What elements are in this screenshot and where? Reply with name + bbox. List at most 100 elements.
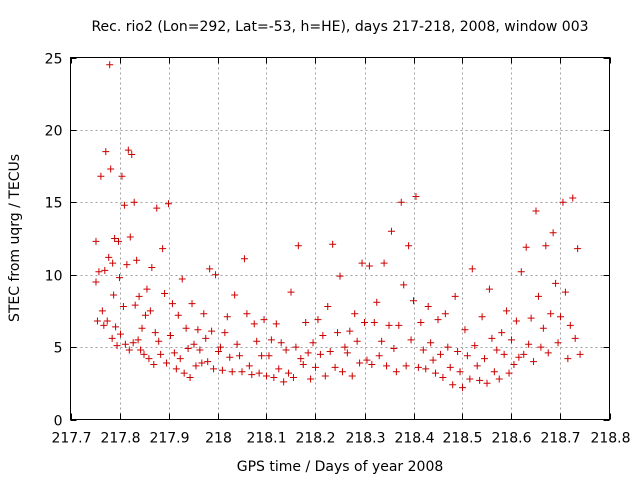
data-point: [93, 317, 101, 325]
data-point: [294, 242, 302, 250]
data-point: [148, 263, 156, 271]
data-point: [95, 268, 103, 276]
data-point: [392, 368, 400, 376]
data-point: [184, 345, 192, 353]
data-point: [410, 297, 417, 305]
data-point: [130, 198, 138, 206]
x-tick-label: 218.3: [345, 431, 385, 447]
data-point: [119, 303, 127, 311]
data-point: [302, 318, 310, 326]
x-tick-label: 218: [205, 431, 232, 447]
data-point: [463, 352, 471, 360]
data-point: [358, 259, 366, 267]
data-point: [210, 365, 218, 373]
data-point: [198, 359, 206, 367]
data-point: [289, 374, 297, 382]
data-point: [444, 343, 452, 351]
data-point: [143, 285, 151, 293]
data-point: [495, 375, 503, 383]
data-point: [265, 352, 273, 360]
data-point: [236, 352, 244, 360]
data-point: [208, 327, 216, 335]
data-point: [309, 339, 317, 347]
data-point: [92, 237, 100, 245]
data-point: [146, 307, 154, 315]
x-tick-label: 218.5: [442, 431, 482, 447]
data-point: [112, 323, 120, 331]
data-point: [554, 339, 562, 347]
data-point: [397, 198, 405, 206]
data-point: [240, 255, 248, 263]
data-point: [270, 374, 278, 382]
data-point: [412, 193, 420, 201]
data-point: [216, 343, 224, 351]
data-point: [248, 371, 256, 379]
data-point: [155, 337, 163, 345]
data-point: [194, 326, 202, 334]
data-point: [441, 310, 449, 318]
data-point: [334, 329, 342, 337]
data-point: [385, 321, 393, 329]
data-point: [115, 237, 123, 245]
data-point: [138, 324, 146, 332]
data-point: [417, 318, 425, 326]
data-point: [380, 259, 388, 267]
data-point: [471, 342, 479, 350]
data-point: [128, 151, 136, 159]
data-point: [493, 346, 501, 354]
data-point: [202, 334, 210, 342]
data-point: [432, 369, 440, 377]
data-point: [168, 300, 176, 308]
data-point: [574, 245, 582, 253]
data-point: [368, 360, 376, 368]
y-tick-label: 5: [54, 341, 63, 357]
data-point: [126, 233, 134, 241]
data-point: [525, 340, 533, 348]
data-point: [402, 362, 410, 370]
data-point: [351, 310, 359, 318]
data-point: [395, 321, 403, 329]
chart-title: Rec. rio2 (Lon=292, Lat=-53, h=HE), days…: [91, 19, 588, 35]
data-point: [304, 349, 312, 357]
data-point: [503, 307, 511, 315]
x-tick-label: 217.8: [100, 431, 140, 447]
data-point: [446, 363, 454, 371]
data-point: [405, 242, 413, 250]
data-point: [566, 321, 574, 329]
data-point: [134, 336, 142, 344]
data-point: [267, 336, 275, 344]
data-point: [370, 318, 378, 326]
data-point: [182, 324, 190, 332]
y-tick-label: 10: [45, 269, 63, 285]
y-axis-label: STEC from uqrg / TECUs: [7, 154, 23, 322]
data-point: [459, 384, 466, 392]
data-point: [329, 240, 337, 248]
data-points: [92, 61, 584, 392]
data-point: [449, 381, 457, 389]
data-point: [141, 311, 149, 319]
data-point: [461, 326, 469, 334]
data-point: [140, 350, 148, 358]
x-tick-label: 218.8: [590, 431, 630, 447]
data-point: [214, 347, 222, 355]
data-point: [498, 329, 506, 337]
y-tick-label: 20: [45, 124, 63, 140]
data-point: [159, 245, 167, 253]
data-point: [258, 352, 266, 360]
data-point: [192, 362, 200, 370]
data-point: [522, 243, 530, 251]
data-point: [186, 374, 194, 382]
data-point: [233, 340, 241, 348]
grid: [70, 57, 610, 420]
data-point: [527, 314, 535, 322]
data-point: [505, 369, 513, 377]
data-point: [400, 281, 408, 289]
data-point: [324, 303, 332, 311]
data-point: [483, 379, 491, 387]
data-point: [92, 278, 100, 286]
data-point: [552, 279, 560, 287]
x-tick-label: 218.6: [491, 431, 531, 447]
data-point: [353, 337, 361, 345]
data-point: [508, 336, 515, 344]
data-point: [319, 332, 327, 340]
